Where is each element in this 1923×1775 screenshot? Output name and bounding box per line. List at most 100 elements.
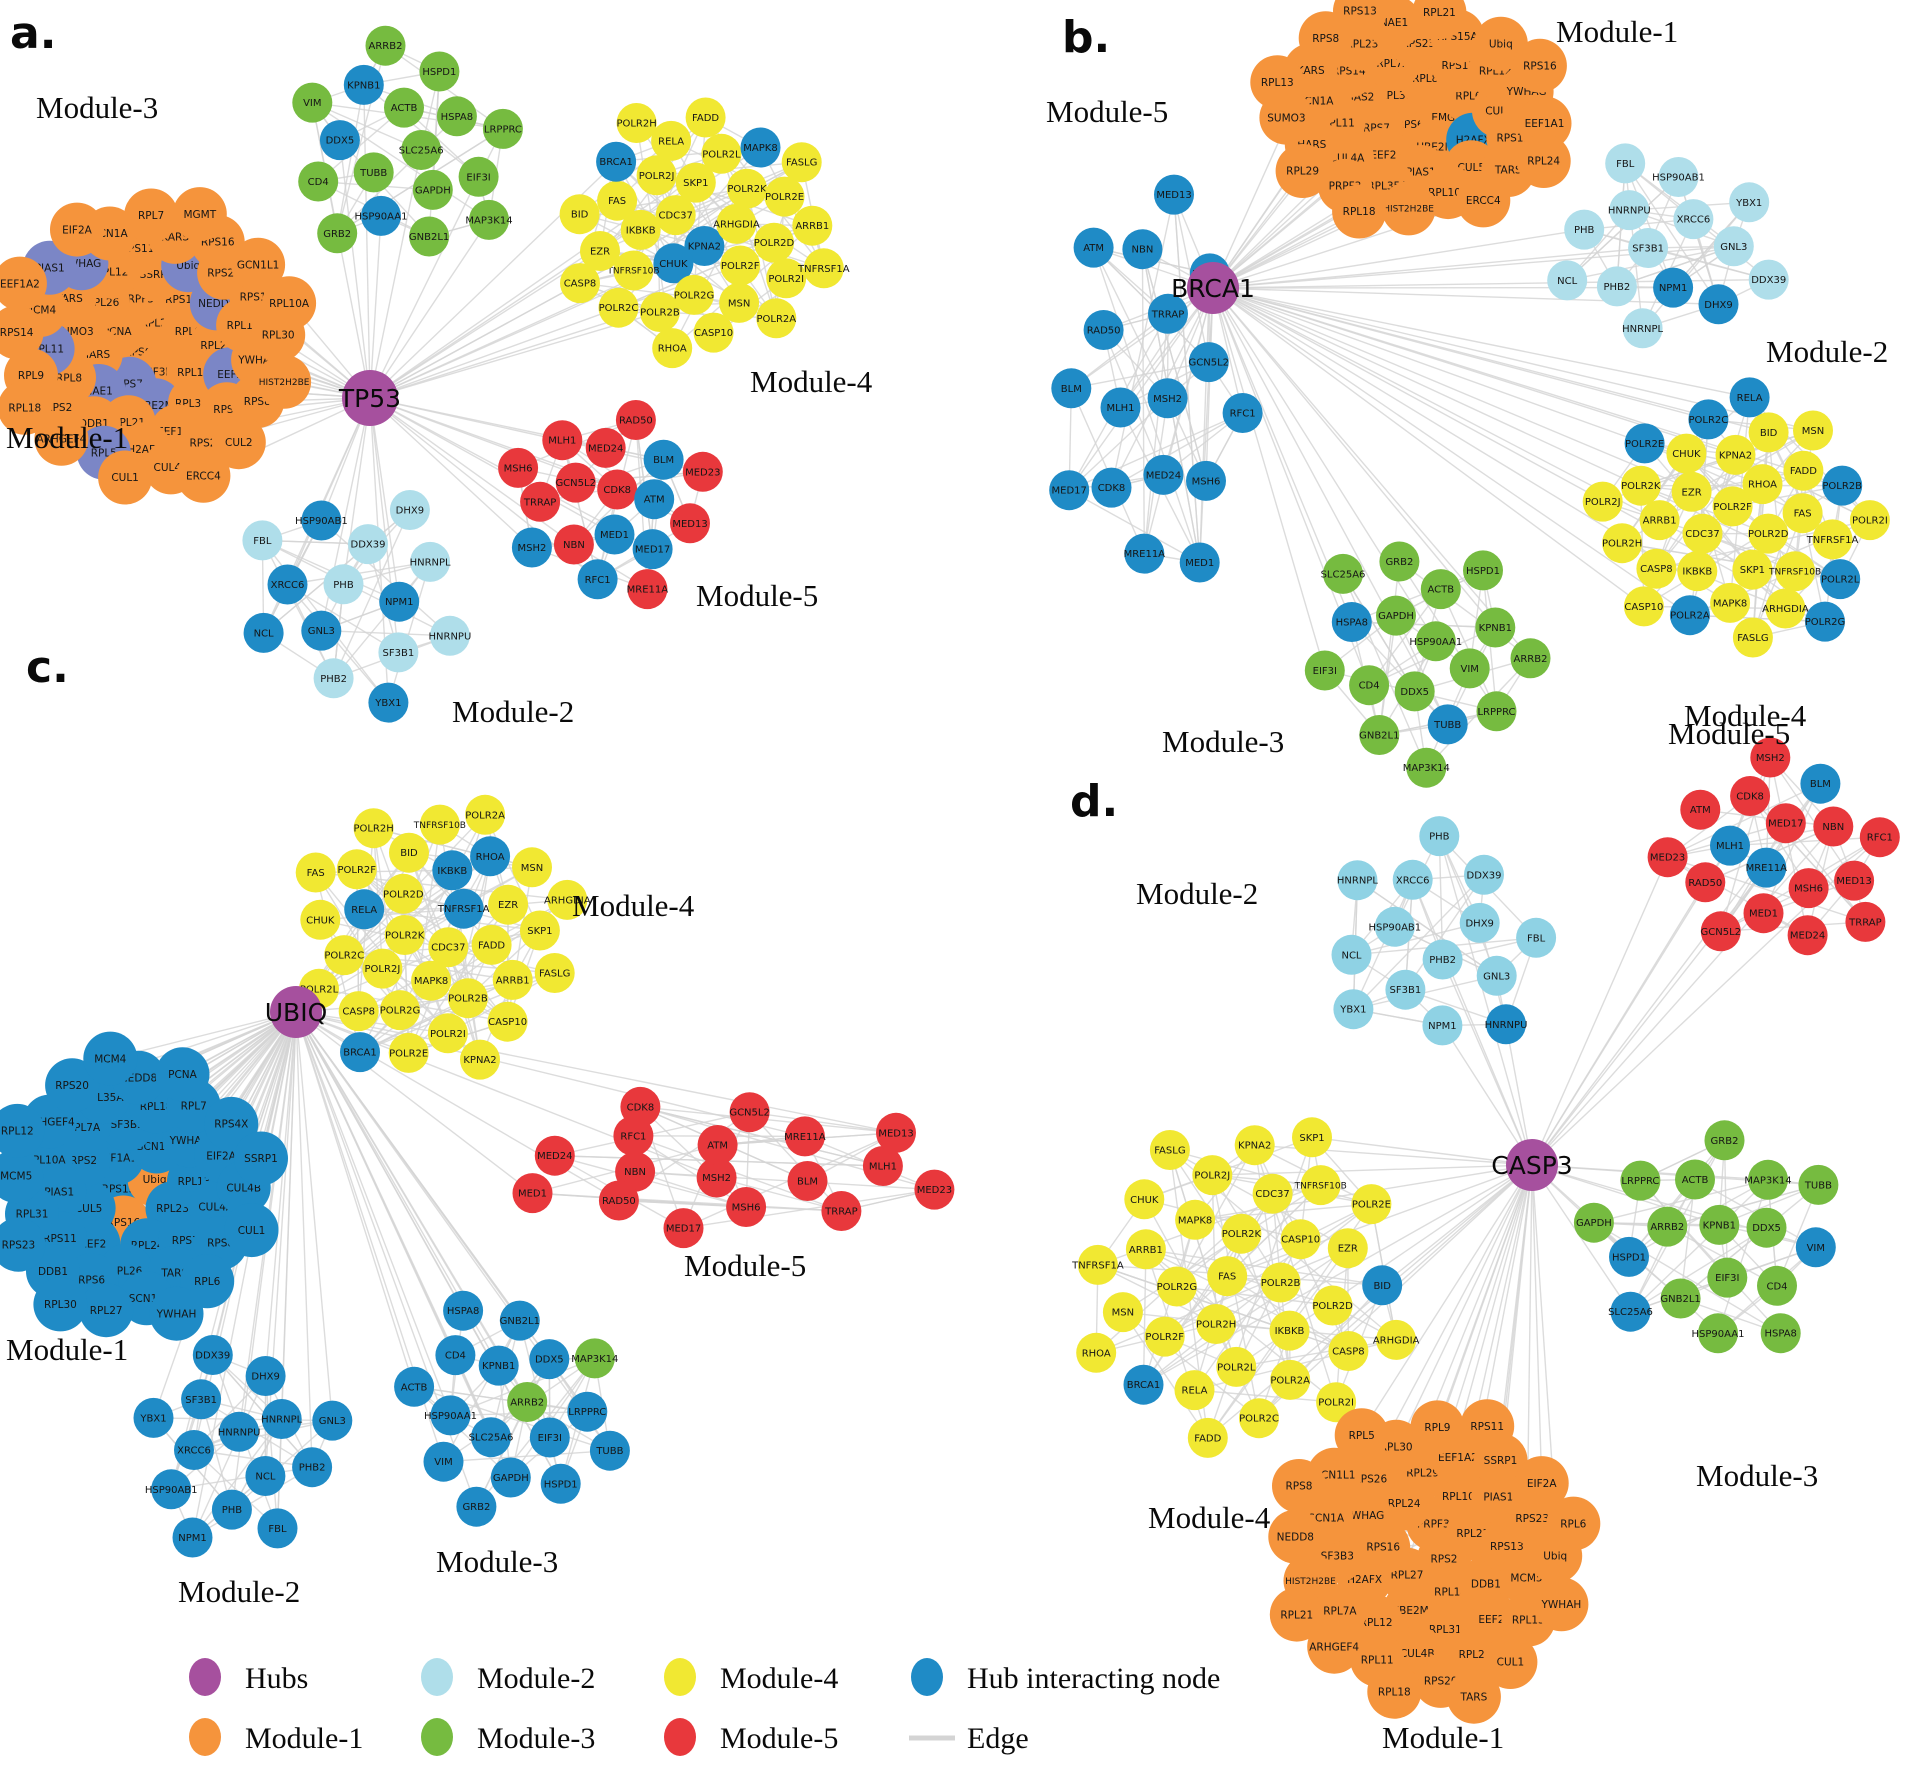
- panel-c-module-4-title: Module-4: [572, 888, 695, 923]
- node-GAPDH: [1376, 595, 1416, 636]
- legend-label: Module-1: [245, 1722, 363, 1755]
- node-FBL: [1516, 917, 1557, 958]
- node-YBX1: [1333, 989, 1374, 1030]
- node-MED17: [663, 1208, 704, 1249]
- node-CDC37: [428, 927, 469, 968]
- node-BRCA1: [340, 1032, 380, 1073]
- node-RPL7: [124, 188, 179, 243]
- edge: [295, 1011, 457, 1356]
- node-SLC25A6: [1323, 553, 1363, 594]
- node-MAPK8: [1175, 1199, 1216, 1240]
- edge: [1207, 1137, 1313, 1439]
- node-CHUK: [1124, 1179, 1165, 1220]
- node-TUBB: [353, 152, 394, 193]
- hub-label-BRCA1: BRCA1: [1171, 274, 1255, 303]
- node-SLC25A6: [1610, 1291, 1651, 1332]
- node-CASP8: [338, 991, 379, 1032]
- node-IKBKB: [620, 209, 661, 250]
- node-KPNA2: [1715, 434, 1756, 475]
- node-ARRB1: [1639, 500, 1680, 541]
- node-NCL: [243, 612, 284, 653]
- node-EZR: [488, 884, 529, 925]
- node-MSH2: [1750, 737, 1791, 778]
- panel-a-module-4-title: Module-4: [750, 364, 873, 399]
- edge: [1235, 1238, 1302, 1368]
- node-POLR2K: [384, 915, 425, 955]
- edge: [336, 115, 458, 234]
- node-POLR2A: [1270, 1359, 1311, 1400]
- node-HSPA8: [436, 96, 477, 137]
- edge: [1212, 287, 1719, 305]
- edge: [1404, 874, 1485, 991]
- legend-swatch-module3: [421, 1718, 453, 1756]
- node-HSPD1: [1463, 550, 1503, 591]
- node-RAD50: [615, 400, 656, 440]
- node-MED17: [632, 529, 673, 570]
- node-POLR2I: [427, 1013, 468, 1054]
- node-MGMT: [172, 187, 227, 242]
- node-BID: [389, 832, 429, 873]
- node-MSH6: [1186, 460, 1226, 501]
- panel-c-module-3-title: Module-3: [436, 1544, 558, 1579]
- node-TNFRSF1A: [1812, 519, 1853, 560]
- node-HNRNPU: [1609, 190, 1650, 231]
- node-FADD: [685, 97, 726, 138]
- legend-label: Module-2: [477, 1662, 595, 1695]
- node-BID: [559, 194, 600, 235]
- node-RPS16: [1512, 38, 1567, 93]
- node-POLR2K: [1620, 465, 1661, 506]
- panel-d-letter: d.: [1070, 776, 1118, 827]
- node-LRPPRC: [567, 1391, 608, 1432]
- edge: [1351, 569, 1484, 623]
- panel-d-module-2-title: Module-2: [1136, 876, 1258, 911]
- node-NCL: [1547, 260, 1588, 301]
- node-MED24: [1787, 915, 1828, 956]
- edge: [1412, 879, 1533, 1166]
- node-HSP90AA1: [361, 195, 401, 236]
- node-ARRB2: [1647, 1206, 1688, 1247]
- node-GAPDH: [1573, 1202, 1614, 1243]
- node-CHUK: [1666, 433, 1707, 474]
- node-RPL21: [1412, 0, 1467, 40]
- edge: [1531, 856, 1669, 1166]
- edge: [295, 1011, 415, 1388]
- node-RPL12: [0, 1103, 45, 1158]
- edge: [1212, 287, 1532, 659]
- node-POLR2J: [1192, 1155, 1233, 1196]
- node-HSPD1: [419, 51, 460, 92]
- panel-d-module-3-title: Module-3: [1696, 1458, 1818, 1493]
- node-MRE11A: [1124, 533, 1165, 574]
- node-BRCA1: [596, 141, 637, 182]
- node-POLR2G: [1805, 601, 1845, 642]
- node-DDX5: [529, 1339, 570, 1380]
- node-FBL: [242, 520, 283, 561]
- node-EIF3I: [1304, 650, 1345, 691]
- edge: [1092, 247, 1169, 399]
- edge: [1531, 826, 1834, 1166]
- edge: [575, 471, 703, 484]
- edge: [1630, 1227, 1767, 1313]
- hub-node-UBIQ: [270, 986, 322, 1038]
- edge: [1212, 287, 1326, 671]
- node-RFC1: [1859, 817, 1900, 858]
- legend-swatch-hubnode: [911, 1658, 943, 1696]
- edge: [1144, 1198, 1301, 1240]
- edge: [1070, 313, 1169, 389]
- node-FAS: [597, 180, 638, 221]
- edge: [1351, 922, 1480, 956]
- node-GAPDH: [490, 1457, 531, 1498]
- node-TARS: [1446, 1669, 1501, 1724]
- edge: [369, 397, 615, 536]
- node-HNRNPL: [410, 541, 451, 582]
- legend-swatch-module1: [189, 1718, 221, 1756]
- node-VIM: [292, 82, 333, 123]
- node-RELA: [344, 889, 385, 930]
- node-HSP90AB1: [151, 1469, 192, 1510]
- node-DHX9: [245, 1356, 286, 1396]
- node-TUBB: [1427, 704, 1468, 745]
- node-GCN5L2: [555, 462, 596, 503]
- node-FADD: [1783, 450, 1824, 491]
- node-SKP1: [1732, 549, 1773, 590]
